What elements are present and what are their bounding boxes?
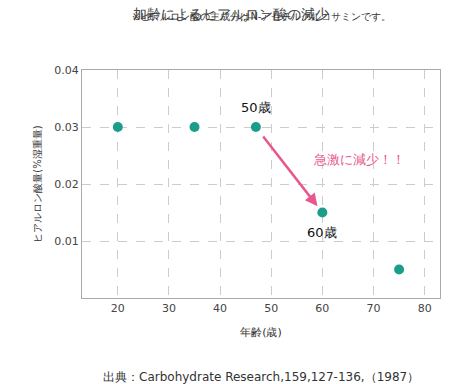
svg-text:加齢によるヒアルロン酸の減少: 加齢によるヒアルロン酸の減少 [133, 6, 329, 22]
svg-text:年齢(歳): 年齢(歳) [240, 326, 282, 339]
svg-text:0.02: 0.02 [54, 178, 79, 191]
svg-text:急激に減少！！: 急激に減少！！ [313, 152, 405, 167]
svg-text:0.03: 0.03 [54, 121, 79, 134]
svg-text:40: 40 [213, 302, 227, 315]
svg-text:50: 50 [264, 302, 278, 315]
svg-text:60: 60 [315, 302, 329, 315]
svg-text:50歳: 50歳 [241, 100, 271, 115]
svg-text:20: 20 [111, 302, 125, 315]
svg-text:ヒアルロン酸量(%湿重量): ヒアルロン酸量(%湿重量) [32, 125, 43, 242]
svg-text:30: 30 [162, 302, 176, 315]
svg-text:0.04: 0.04 [54, 64, 79, 77]
svg-text:0.01: 0.01 [54, 235, 79, 248]
svg-text:出典：Carbohydrate Research,159,1: 出典：Carbohydrate Research,159,127-136,（19… [103, 370, 419, 384]
svg-text:70: 70 [367, 302, 381, 315]
svg-text:80: 80 [418, 302, 432, 315]
svg-text:※ヒアルロン酸の主成分はN-アセチルグルコサミンです。: ※ヒアルロン酸の主成分はN-アセチルグルコサミンです。 [132, 11, 391, 22]
svg-text:60歳: 60歳 [307, 225, 337, 240]
